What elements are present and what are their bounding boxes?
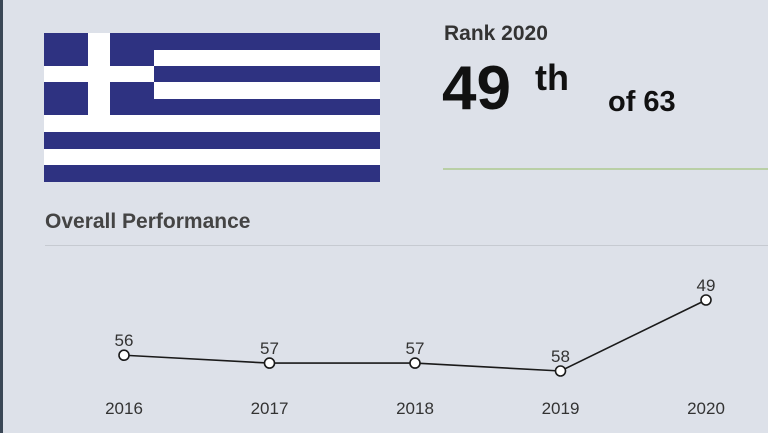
x-tick-label: 2019 — [542, 399, 580, 418]
x-tick-label: 2020 — [687, 399, 725, 418]
x-tick-label: 2016 — [105, 399, 143, 418]
greece-flag-image — [44, 33, 380, 182]
data-point[interactable] — [554, 365, 567, 377]
x-tick-label: 2018 — [396, 399, 434, 418]
data-label: 56 — [115, 331, 134, 350]
rank-out-of-total: of 63 — [608, 86, 676, 118]
x-tick-label: 2017 — [251, 399, 289, 418]
flag-graphic — [44, 33, 380, 182]
data-point[interactable] — [263, 357, 276, 369]
data-point[interactable] — [409, 357, 421, 369]
rank-position: 49 — [442, 54, 511, 123]
rank-ordinal-suffix: th — [535, 57, 569, 98]
section-divider — [45, 245, 768, 246]
data-point[interactable] — [700, 294, 712, 306]
overall-performance-title: Overall Performance — [45, 210, 251, 233]
left-edge-border — [0, 0, 3, 433]
data-label: 58 — [551, 347, 570, 366]
data-label: 49 — [697, 276, 716, 295]
data-point[interactable] — [118, 349, 130, 362]
data-label: 57 — [406, 339, 425, 358]
rank-year-title: Rank 2020 — [444, 22, 548, 45]
performance-line-chart: 56 2016 57 2017 57 2018 58 2019 49 2020 — [105, 276, 725, 418]
rank-divider — [443, 168, 768, 170]
overall-performance-chart: 56 2016 57 2017 57 2018 58 2019 49 2020 — [0, 250, 768, 433]
data-label: 57 — [260, 339, 279, 358]
